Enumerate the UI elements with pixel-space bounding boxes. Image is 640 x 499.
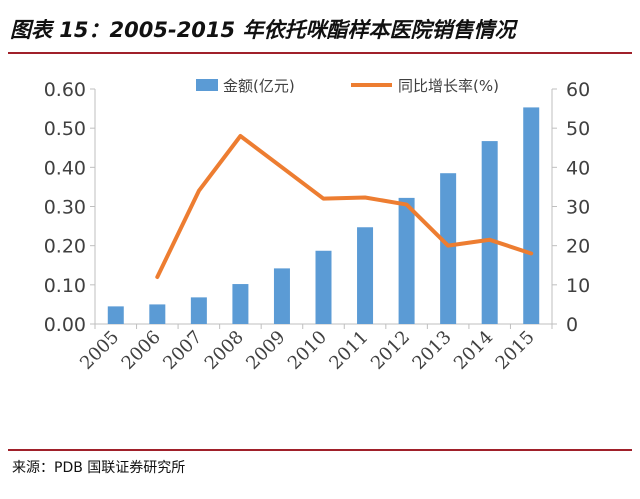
left-tick-label: 0.20 [44, 236, 86, 258]
bar-amount [232, 284, 249, 324]
right-tick-label: 20 [566, 236, 590, 258]
left-tick-label: 0.40 [44, 157, 86, 179]
top-divider [8, 52, 632, 54]
bar-amount [523, 107, 540, 325]
x-tick-label: 2015 [492, 327, 539, 374]
bar-amount [357, 227, 374, 324]
legend-swatch-amount [196, 79, 218, 91]
left-tick-label: 0.10 [44, 275, 86, 297]
chart-svg: 0.00 0.10 0.20 0.30 0.40 0.50 0.60 0 10 20 30 40 50 6… [44, 77, 591, 374]
left-tick-label: 0.00 [44, 314, 86, 336]
source-note: 来源：PDB 国联证券研究所 [12, 460, 186, 476]
bar-amount [190, 297, 207, 324]
x-tick-label: 2012 [367, 327, 414, 374]
right-tick-label: 60 [566, 79, 590, 101]
x-tick-label: 2009 [242, 327, 289, 374]
right-tick-label: 0 [566, 314, 578, 336]
legend-label-growth: 同比增长率(%) [398, 77, 499, 95]
x-tick-label: 2011 [325, 327, 372, 374]
x-tick-label: 2013 [408, 327, 455, 374]
bar-amount [398, 197, 415, 324]
left-tick-label: 0.60 [44, 79, 86, 101]
bar-amount [481, 141, 498, 324]
right-tick-label: 40 [566, 157, 590, 179]
x-tick-label: 2006 [118, 327, 165, 374]
left-tick-label: 0.30 [44, 197, 86, 219]
bottom-divider [8, 449, 632, 451]
bar-amount [149, 304, 166, 324]
x-tick-label: 2007 [159, 327, 206, 374]
legend-label-amount: 金额(亿元) [223, 77, 295, 95]
left-tick-label: 0.50 [44, 118, 86, 140]
bar-amount [440, 173, 457, 324]
x-tick-label: 2008 [201, 327, 248, 374]
right-tick-label: 50 [566, 118, 590, 140]
bar-amount [315, 250, 332, 324]
x-tick-label: 2010 [284, 327, 331, 374]
right-tick-label: 30 [566, 197, 590, 219]
line-growth-rate [155, 134, 534, 279]
x-tick-label: 2014 [450, 327, 497, 374]
bar-amount [107, 306, 124, 324]
chart-title: 图表 15：2005-2015 年依托咪酯样本医院销售情况 [10, 18, 516, 42]
right-tick-label: 10 [566, 275, 590, 297]
bar-amount [273, 268, 290, 324]
